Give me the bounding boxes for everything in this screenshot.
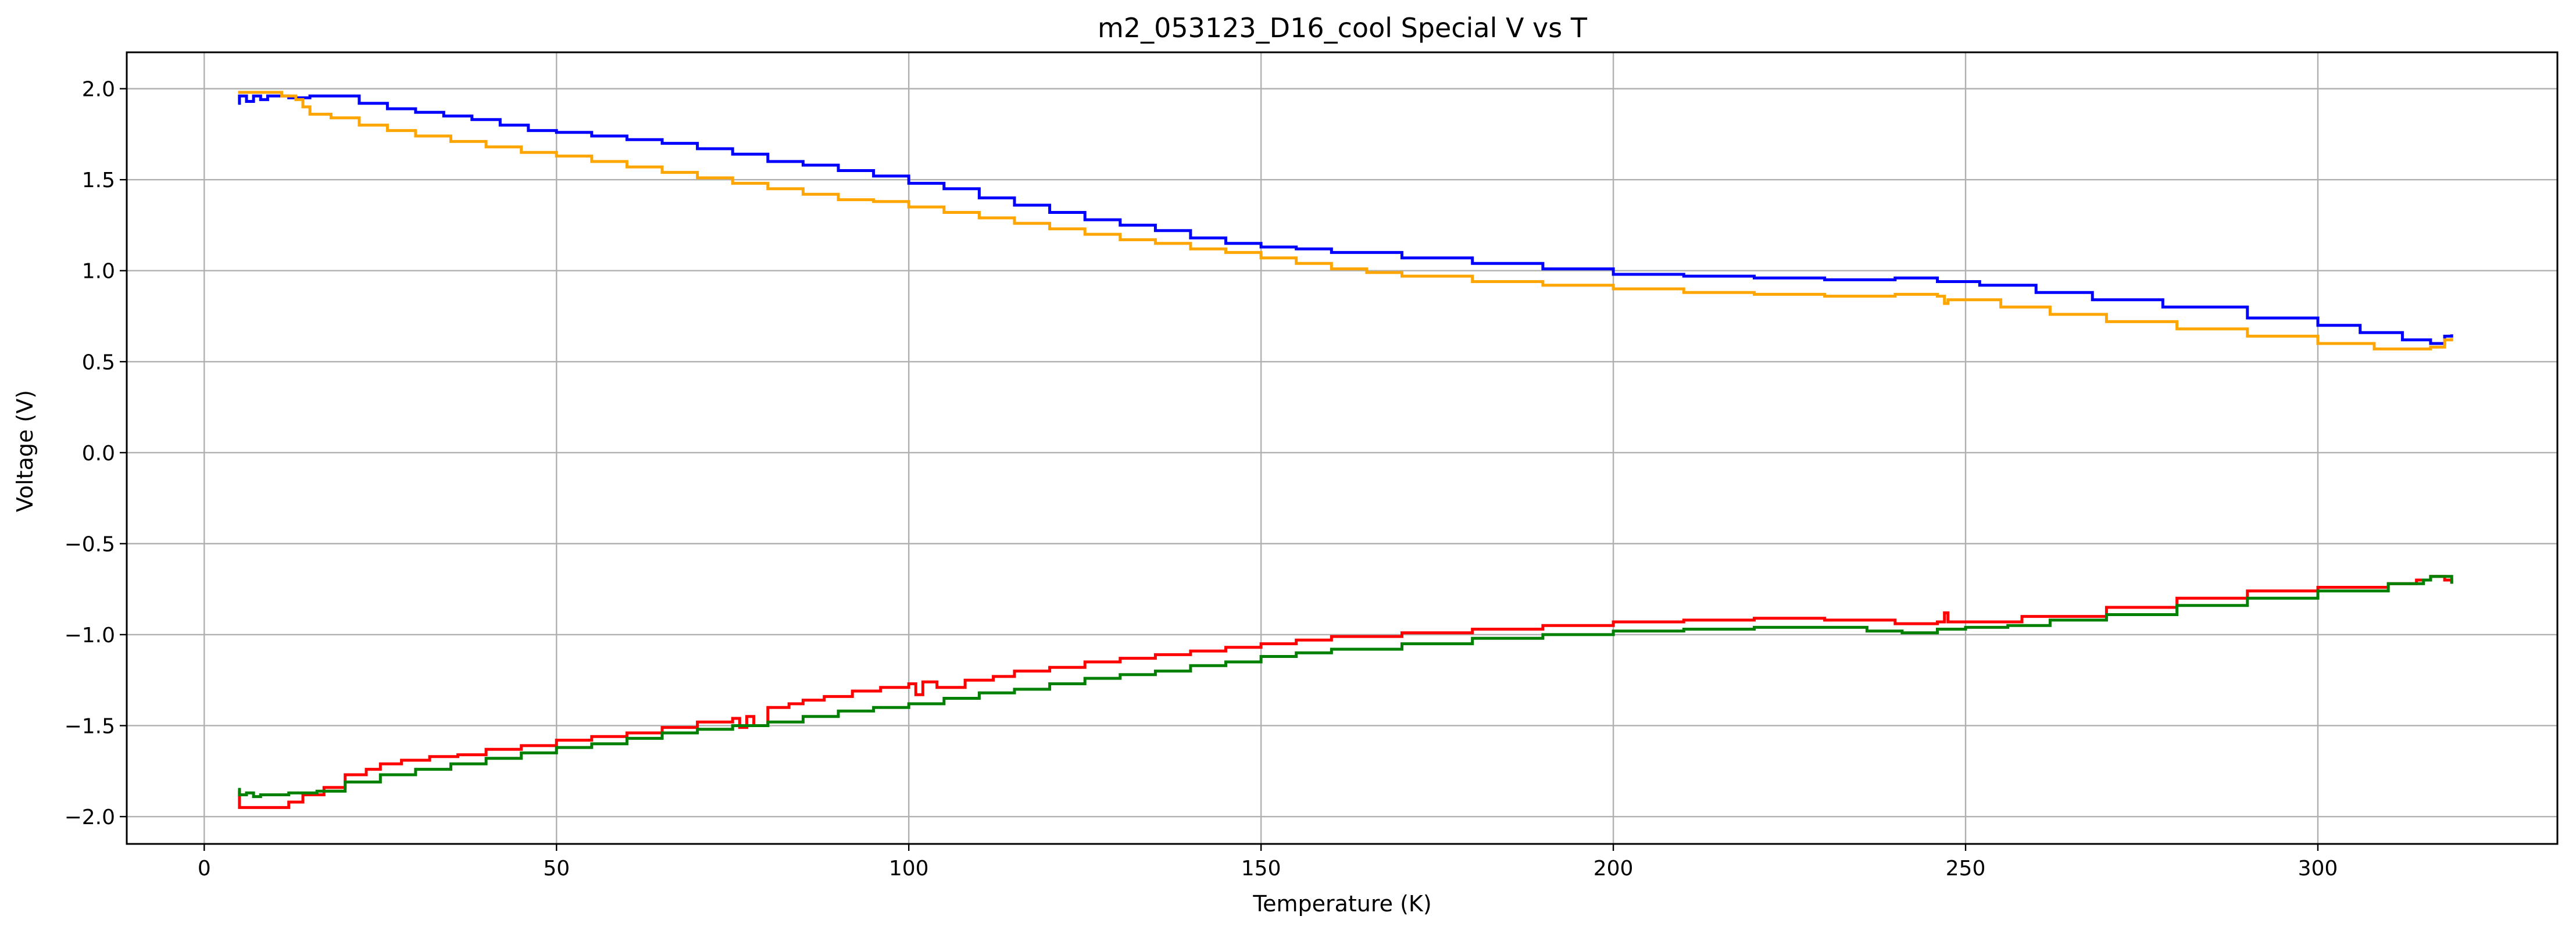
x-tick-label: 250 (1946, 857, 1986, 881)
y-tick-label: −1.0 (65, 624, 115, 647)
y-tick-label: 0.5 (82, 350, 115, 374)
y-tick-label: 0.0 (82, 442, 115, 466)
x-tick-label: 0 (198, 857, 211, 881)
series-line-1 (238, 94, 2453, 345)
x-tick-label: 50 (543, 857, 570, 881)
tick-layer: 0 50 100 150 200 250 300 2.0 1.5 1.0 0.5 0.0 −0.5 −1.… (65, 78, 2338, 881)
series-line-3 (238, 575, 2453, 809)
series-layer (238, 91, 2453, 809)
x-tick-label: 150 (1241, 857, 1281, 881)
x-tick-label: 100 (889, 857, 929, 881)
series-line-2 (238, 91, 2453, 350)
grid-layer (127, 52, 2557, 844)
y-tick-label: −2.0 (65, 806, 115, 829)
y-tick-label: 1.0 (82, 260, 115, 284)
x-tick-label: 200 (1594, 857, 1634, 881)
series-line-4 (238, 575, 2453, 799)
chart-title: m2_053123_D16_cool Special V vs T (1098, 12, 1588, 44)
y-tick-label: −0.5 (65, 532, 115, 556)
y-tick-label: −1.5 (65, 714, 115, 738)
y-tick-label: 2.0 (82, 78, 115, 102)
y-tick-label: 1.5 (82, 169, 115, 192)
x-axis-label: Temperature (K) (1252, 891, 1431, 917)
x-tick-label: 300 (2298, 857, 2338, 881)
plot-area-frame (126, 51, 2559, 845)
y-axis-label: Voltage (V) (12, 390, 38, 512)
